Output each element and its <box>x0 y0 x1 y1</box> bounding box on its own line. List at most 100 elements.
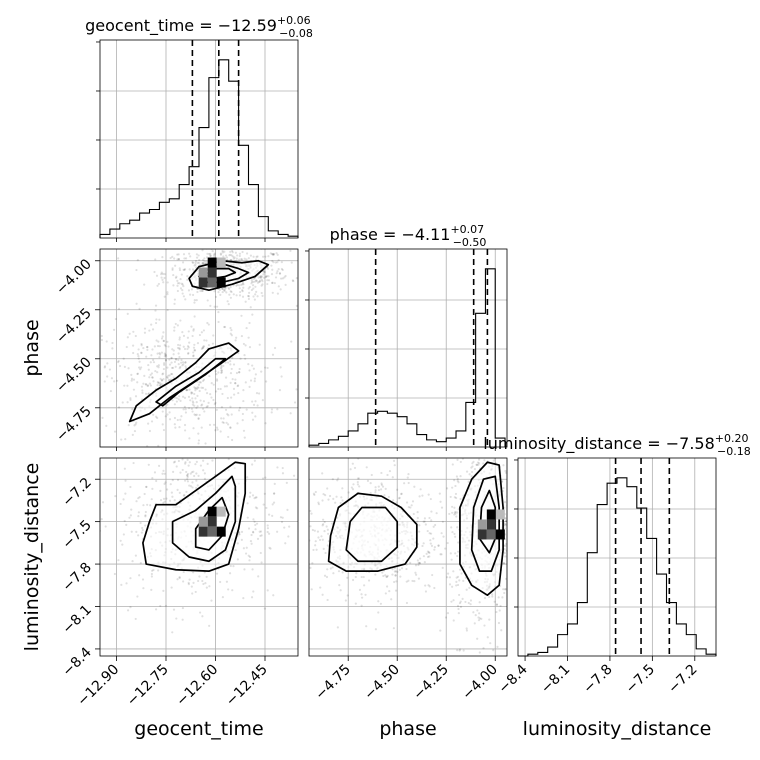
sample-point <box>328 494 332 498</box>
sample-point <box>455 496 458 500</box>
sample-point <box>208 585 211 588</box>
sample-point <box>186 278 189 281</box>
sample-point <box>273 346 277 350</box>
sample-point <box>512 521 514 523</box>
sample-point <box>241 419 244 422</box>
sample-point <box>180 361 183 364</box>
sample-point <box>160 276 163 279</box>
sample-point <box>186 474 189 477</box>
sample-point <box>266 530 269 534</box>
sample-point <box>159 383 162 387</box>
sample-point <box>459 600 462 603</box>
sample-point <box>221 251 224 254</box>
sample-point <box>258 275 262 278</box>
sample-point <box>374 573 377 576</box>
sample-point <box>266 279 269 282</box>
sample-point <box>191 391 194 394</box>
sample-point <box>139 425 141 427</box>
sample-point <box>176 253 179 256</box>
sample-point <box>252 295 255 298</box>
sample-point <box>176 284 179 287</box>
sample-point <box>277 268 280 271</box>
sample-point <box>310 588 313 591</box>
sample-point <box>512 532 514 534</box>
sample-point <box>157 569 160 572</box>
sample-point <box>251 364 254 367</box>
sample-point <box>279 516 283 519</box>
sample-point <box>186 458 189 461</box>
sample-point <box>136 595 139 598</box>
sample-point <box>249 254 252 257</box>
sample-point <box>137 497 140 500</box>
sample-point <box>185 367 188 370</box>
sample-point <box>504 469 507 473</box>
sample-point <box>254 242 256 244</box>
sample-point <box>191 400 194 403</box>
sample-point <box>235 336 238 339</box>
sample-point <box>314 490 317 494</box>
sample-point <box>148 329 151 332</box>
sample-point <box>232 363 236 366</box>
sample-point <box>191 410 194 413</box>
sample-point <box>369 482 372 485</box>
sample-point <box>123 384 126 387</box>
sample-point <box>129 398 132 401</box>
sample-point <box>276 292 279 295</box>
contour-line <box>478 489 497 554</box>
sample-point <box>456 511 459 514</box>
sample-point <box>281 466 284 470</box>
sample-point <box>270 408 274 411</box>
sample-point <box>184 461 187 464</box>
sample-point <box>395 580 398 583</box>
sample-point <box>433 548 436 551</box>
density-cell <box>207 257 217 268</box>
sample-point <box>256 404 259 407</box>
sample-point <box>194 414 197 417</box>
sample-point <box>315 548 318 551</box>
sample-point <box>207 344 211 347</box>
sample-point <box>405 501 409 504</box>
sample-point <box>131 471 133 473</box>
sample-point <box>188 461 191 464</box>
sample-point <box>281 516 284 519</box>
contour-line <box>171 475 237 563</box>
sample-point <box>205 339 208 342</box>
sample-point <box>155 479 158 483</box>
sample-point <box>384 574 387 577</box>
sample-point <box>499 431 501 433</box>
sample-point <box>166 376 169 380</box>
sample-point <box>477 462 481 465</box>
sample-point <box>234 339 237 342</box>
sample-point <box>456 458 459 462</box>
sample-point <box>482 462 485 465</box>
sample-point <box>190 471 194 474</box>
sample-point <box>254 400 257 403</box>
sample-point <box>503 551 506 555</box>
sample-point <box>491 427 493 429</box>
sample-point <box>197 579 200 583</box>
sample-point <box>232 565 235 568</box>
sample-point <box>134 395 138 398</box>
sample-point <box>288 525 291 528</box>
density-cell <box>207 267 217 278</box>
sample-point <box>176 478 180 482</box>
sample-point <box>241 452 243 454</box>
sample-point <box>317 534 319 536</box>
sample-point <box>195 486 198 490</box>
sample-point <box>231 251 234 254</box>
sample-point <box>414 564 418 567</box>
sample-point <box>334 501 337 504</box>
sample-point <box>323 574 327 577</box>
sample-point <box>508 482 510 484</box>
sample-point <box>146 348 149 351</box>
sample-point <box>176 289 179 293</box>
sample-point <box>306 539 308 541</box>
sample-point <box>483 459 486 462</box>
density-cell <box>207 277 217 288</box>
sample-point <box>219 442 221 444</box>
sample-point <box>190 288 193 291</box>
sample-point <box>171 631 174 634</box>
sample-point <box>504 555 507 558</box>
sample-point <box>351 488 355 491</box>
sample-point <box>125 523 128 526</box>
